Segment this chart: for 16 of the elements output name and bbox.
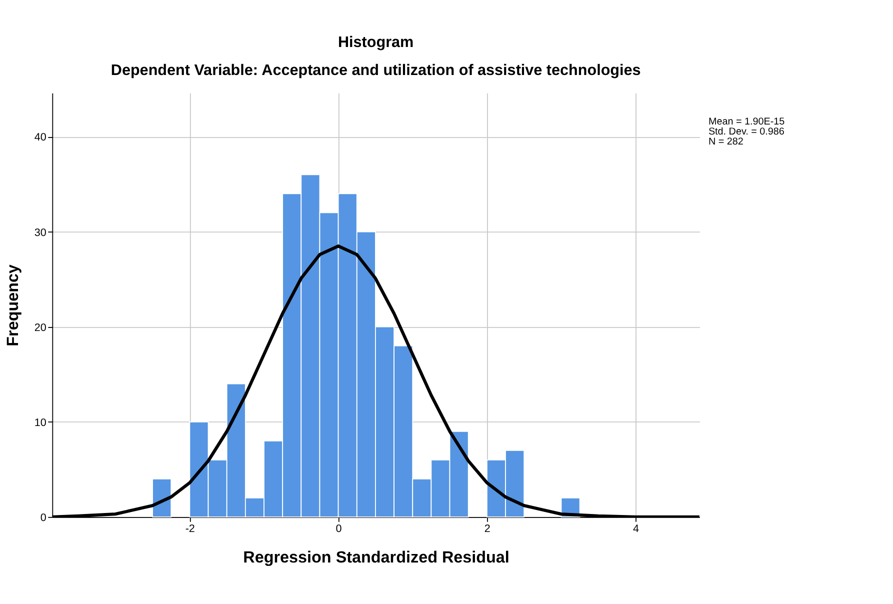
y-tick-label: 30 [34, 226, 46, 239]
chart-title: Histogram [338, 34, 414, 52]
x-tick-label: 0 [336, 522, 342, 535]
y-tick-label: 10 [34, 416, 46, 429]
text: N = 282 [708, 136, 744, 148]
x-tick-label: 2 [484, 522, 490, 535]
chart-subtitle: Dependent Variable: Acceptance and utilization of assistive technologies [110, 62, 641, 79]
text: Std. Dev. = 0.986 [708, 126, 785, 138]
text: Mean = 1.90E-15 [708, 116, 786, 128]
x-axis-title: Regression Standardized Residual [243, 548, 510, 566]
y-tick-label: 0 [40, 512, 46, 524]
y-axis-title: Frequency [4, 264, 22, 346]
x-tick-label: 4 [632, 522, 640, 535]
x-tick-label: -2 [185, 522, 195, 535]
y-tick-label: 40 [34, 132, 46, 144]
y-tick-label: 20 [34, 322, 46, 334]
